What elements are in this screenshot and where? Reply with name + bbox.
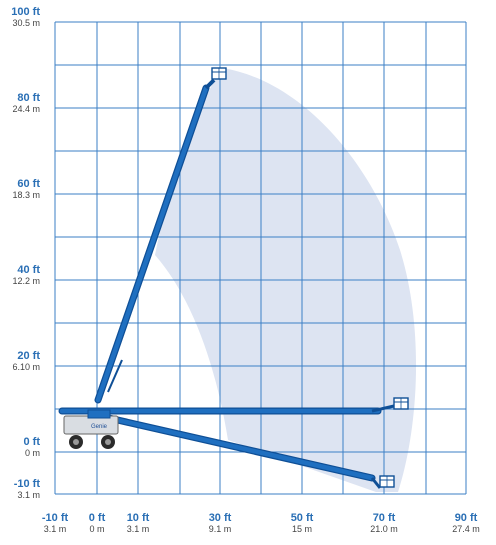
x-axis-labels: -10 ft3.1 m0 ft0 m10 ft3.1 m30 ft9.1 m50… bbox=[42, 512, 480, 534]
x-tick-ft-label: 30 ft bbox=[209, 512, 232, 524]
platform-basket bbox=[393, 397, 409, 410]
grid bbox=[54, 21, 467, 495]
y-tick-m-label: 3.1 m bbox=[17, 490, 40, 500]
y-tick-m-label: 0 m bbox=[25, 448, 40, 458]
x-tick-m-label: 0 m bbox=[89, 524, 104, 534]
boom-max-horizontal bbox=[58, 397, 409, 415]
y-tick-m-label: 24.4 m bbox=[12, 104, 40, 114]
y-tick-m-label: 12.2 m bbox=[12, 276, 40, 286]
x-tick-ft-label: 10 ft bbox=[127, 512, 150, 524]
y-tick-ft-label: 0 ft bbox=[24, 436, 41, 448]
platform-basket bbox=[379, 475, 395, 488]
x-tick-m-label: 21.0 m bbox=[370, 524, 398, 534]
jib bbox=[371, 404, 395, 413]
boom-below-grade bbox=[96, 412, 395, 489]
jib bbox=[204, 78, 216, 90]
machine: Genie bbox=[63, 409, 119, 449]
x-tick-m-label: 9.1 m bbox=[209, 524, 232, 534]
x-tick-ft-label: 70 ft bbox=[373, 512, 396, 524]
boom-max-height bbox=[94, 67, 227, 404]
rear-wheel-hub bbox=[105, 439, 111, 445]
platform-basket bbox=[211, 67, 227, 80]
y-tick-ft-label: 80 ft bbox=[17, 92, 40, 104]
turntable bbox=[87, 409, 111, 419]
front-wheel-hub bbox=[73, 439, 79, 445]
y-tick-ft-label: -10 ft bbox=[14, 478, 41, 490]
x-tick-m-label: 3.1 m bbox=[44, 524, 67, 534]
y-tick-m-label: 30.5 m bbox=[12, 18, 40, 28]
y-tick-m-label: 6.10 m bbox=[12, 362, 40, 372]
x-tick-ft-label: 50 ft bbox=[291, 512, 314, 524]
jib bbox=[370, 477, 382, 489]
x-tick-m-label: 27.4 m bbox=[452, 524, 480, 534]
x-tick-m-label: 15 m bbox=[292, 524, 312, 534]
x-tick-ft-label: 90 ft bbox=[455, 512, 478, 524]
x-tick-m-label: 3.1 m bbox=[127, 524, 150, 534]
x-tick-ft-label: -10 ft bbox=[42, 512, 69, 524]
y-tick-m-label: 18.3 m bbox=[12, 190, 40, 200]
x-tick-ft-label: 0 ft bbox=[89, 512, 106, 524]
y-tick-ft-label: 100 ft bbox=[11, 6, 40, 18]
y-tick-ft-label: 40 ft bbox=[17, 264, 40, 276]
boom-positions bbox=[58, 67, 409, 489]
boom-main-section-face bbox=[95, 85, 209, 403]
y-tick-ft-label: 20 ft bbox=[17, 350, 40, 362]
boom-main-section-face bbox=[97, 413, 375, 481]
lift-cylinder bbox=[107, 359, 123, 393]
machine-brand-label: Genie bbox=[91, 424, 108, 430]
y-tick-ft-label: 60 ft bbox=[17, 178, 40, 190]
